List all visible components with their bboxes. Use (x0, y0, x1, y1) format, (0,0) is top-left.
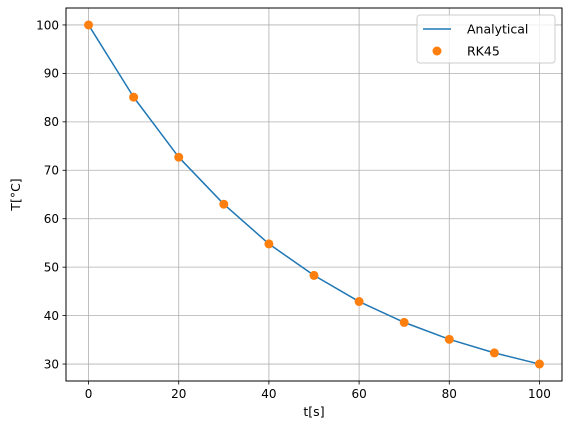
axis-ticks: 0 20 40 60 80 100 30 40 50 60 70 80 90 100 (36, 18, 551, 401)
rk45-marker (309, 270, 319, 280)
analytical-series (87, 24, 540, 365)
x-tick-label: 40 (261, 387, 276, 401)
rk45-marker (129, 92, 139, 102)
x-tick-label: 60 (351, 387, 366, 401)
y-axis-label: T[°C] (8, 178, 23, 211)
y-tick-label: 40 (44, 309, 59, 323)
x-tick-label: 0 (85, 387, 93, 401)
rk45-marker (444, 334, 454, 344)
legend-label-analytical: Analytical (467, 22, 528, 37)
rk45-marker (174, 152, 184, 162)
rk45-marker (264, 239, 274, 249)
x-tick-label: 100 (528, 387, 551, 401)
y-tick-label: 70 (44, 164, 59, 178)
legend-label-rk45: RK45 (467, 44, 500, 59)
rk45-marker (84, 20, 94, 30)
y-tick-label: 100 (36, 18, 59, 32)
rk45-marker (219, 199, 229, 209)
rk45-marker (399, 317, 409, 327)
y-tick-label: 50 (44, 260, 59, 274)
legend-box (416, 14, 556, 64)
y-tick-label: 60 (44, 212, 59, 226)
y-tick-label: 80 (44, 115, 59, 129)
x-tick-label: 80 (442, 387, 457, 401)
rk45-marker (489, 348, 499, 358)
x-axis-label: t[s] (303, 404, 324, 419)
rk45-series (84, 20, 544, 369)
y-tick-label: 30 (44, 357, 59, 371)
y-tick-label: 90 (44, 67, 59, 81)
grid-lines (66, 8, 562, 381)
rk45-marker (534, 359, 544, 369)
plot-frame (65, 7, 563, 382)
x-tick-label: 20 (171, 387, 186, 401)
legend: Analytical RK45 (416, 14, 556, 64)
legend-marker-rk45 (432, 46, 442, 56)
rk45-marker (354, 297, 364, 307)
analytical-line (87, 24, 540, 365)
